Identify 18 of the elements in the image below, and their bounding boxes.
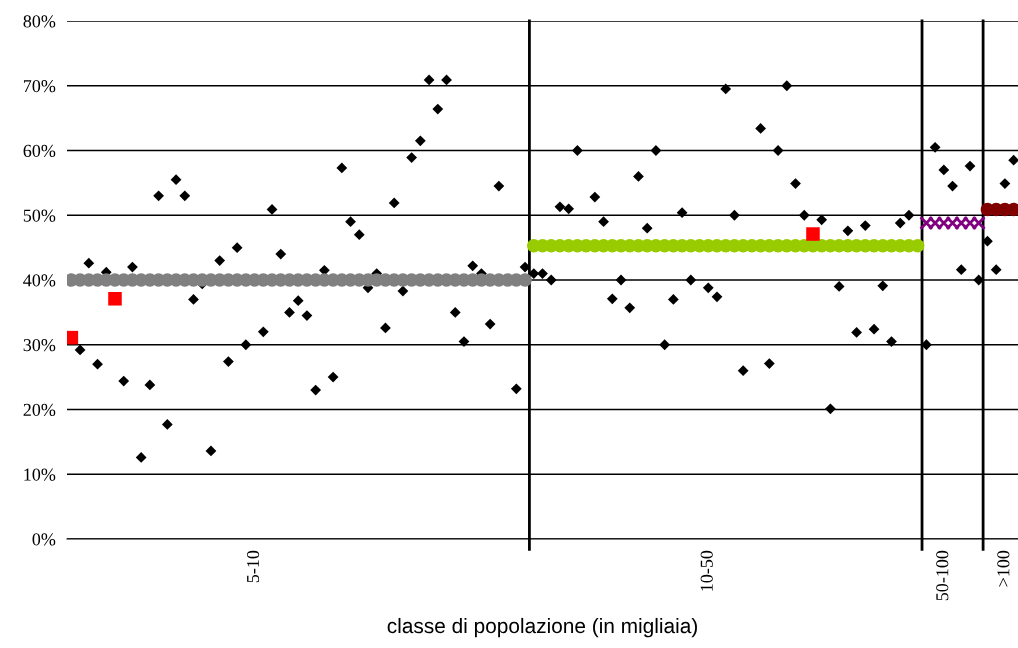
y-tick-label: 0% (32, 533, 56, 546)
x-tick-label: 50-100 (936, 550, 949, 601)
y-tick-label: 10% (24, 468, 56, 481)
y-tick-label: 50% (23, 209, 56, 222)
point (806, 227, 820, 241)
point (108, 292, 122, 306)
y-tick-label: 40% (23, 274, 56, 287)
x-tick-label: 10-50 (700, 550, 713, 591)
y-tick-label: 20% (23, 403, 56, 416)
y-tick-label: 30% (23, 339, 56, 352)
x-tick-label: 5-10 (246, 550, 260, 583)
point (518, 273, 532, 287)
x-axis-title: classe di popolazione (in migliaia) (387, 617, 697, 638)
y-tick-label: 80% (23, 15, 56, 28)
x-tick-label: >100 (997, 550, 1010, 587)
point (67, 330, 79, 345)
y-tick-label: 70% (23, 80, 56, 93)
y-tick-label: 60% (23, 144, 56, 157)
